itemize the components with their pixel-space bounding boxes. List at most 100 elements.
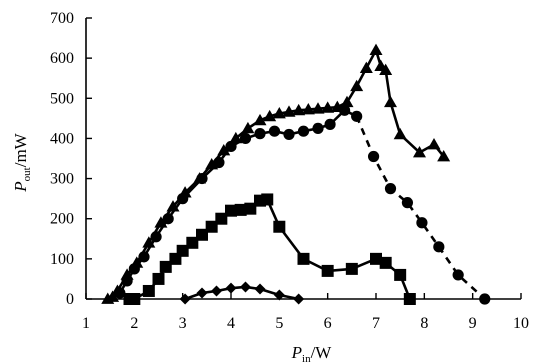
data-point-triangle xyxy=(292,103,306,116)
x-tick-label: 4 xyxy=(227,315,235,332)
data-point-circle xyxy=(225,140,237,153)
data-point-circle xyxy=(121,275,133,287)
data-point-square xyxy=(196,228,208,241)
data-point-square xyxy=(159,260,172,273)
data-point-triangle xyxy=(427,137,441,150)
y-tick-label: 700 xyxy=(50,10,74,27)
y-tick-label: 500 xyxy=(50,90,74,107)
data-point-circle xyxy=(351,110,363,122)
data-point-diamond xyxy=(240,281,251,293)
data-point-square xyxy=(403,293,416,305)
data-point-square xyxy=(394,268,407,281)
data-point-square xyxy=(273,220,286,233)
data-point-triangle xyxy=(272,107,286,119)
data-point-square xyxy=(234,203,247,216)
data-point-triangle xyxy=(106,290,120,302)
data-point-circle xyxy=(162,213,174,225)
data-point-triangle xyxy=(350,79,364,92)
ticks: 0 100 200 300 400 500 600 700 1 2 3 4 5 6 7 8 9 10 xyxy=(50,10,529,332)
x-tick-label: 3 xyxy=(179,315,187,332)
axis-titles: Pin/W Pout/mW xyxy=(11,132,332,364)
series-circle-dashed-line xyxy=(355,115,486,300)
data-point-diamond xyxy=(293,293,305,305)
data-point-circle xyxy=(177,193,189,205)
data-point-circle xyxy=(384,183,397,195)
data-point-circle xyxy=(114,287,126,299)
data-point-triangle xyxy=(413,145,426,158)
data-point-circle xyxy=(128,263,140,275)
data-point-square xyxy=(244,202,257,215)
data-point-triangle xyxy=(384,95,397,108)
data-point-diamond xyxy=(273,289,285,301)
data-point-square xyxy=(152,272,165,285)
data-point-triangle xyxy=(379,63,393,76)
series-markers xyxy=(101,43,491,305)
y-tick-label: 300 xyxy=(50,171,74,188)
data-point-triangle xyxy=(253,113,267,126)
data-point-triangle xyxy=(166,200,180,212)
data-point-triangle xyxy=(301,103,315,115)
x-tick-label: 6 xyxy=(324,315,332,332)
data-point-triangle xyxy=(241,121,255,134)
data-point-circle xyxy=(433,241,445,253)
data-point-triangle xyxy=(311,102,325,114)
data-point-circle xyxy=(268,125,281,137)
data-point-triangle xyxy=(340,95,354,108)
data-point-diamond xyxy=(179,293,191,305)
data-point-square xyxy=(379,256,392,269)
data-point-circle xyxy=(239,132,252,145)
data-point-triangle xyxy=(217,143,231,156)
x-tick-label: 1 xyxy=(82,315,90,332)
data-point-circle xyxy=(213,156,225,169)
data-point-circle xyxy=(254,128,266,140)
x-tick-label: 10 xyxy=(513,315,529,332)
data-point-triangle xyxy=(142,236,156,248)
data-point-triangle xyxy=(321,101,335,113)
y-tick-label: 400 xyxy=(50,130,74,147)
data-point-triangle xyxy=(359,61,373,74)
data-point-square xyxy=(345,262,358,275)
data-point-circle xyxy=(338,104,351,116)
data-point-circle xyxy=(479,293,491,305)
data-point-circle xyxy=(367,150,380,163)
data-point-square xyxy=(176,244,189,257)
data-point-circle xyxy=(401,197,414,209)
x-tick-label: 7 xyxy=(372,315,380,332)
data-point-circle xyxy=(452,269,464,281)
data-point-triangle xyxy=(229,131,243,144)
data-point-square xyxy=(225,204,237,217)
data-point-triangle xyxy=(369,43,383,55)
data-point-circle xyxy=(416,217,428,229)
data-point-square xyxy=(261,193,274,206)
data-point-diamond xyxy=(254,283,266,295)
data-point-triangle xyxy=(393,127,407,140)
data-point-triangle xyxy=(205,158,219,170)
data-point-triangle xyxy=(437,149,451,162)
data-point-square xyxy=(128,293,141,305)
data-point-square xyxy=(215,212,228,225)
data-point-circle xyxy=(283,128,295,141)
x-tick-label: 9 xyxy=(469,315,477,332)
data-point-square xyxy=(205,220,218,233)
y-tick-label: 100 xyxy=(50,251,74,268)
x-tick-label: 8 xyxy=(420,315,428,332)
data-point-diamond xyxy=(225,282,237,294)
series-triangle-line xyxy=(107,48,445,301)
y-tick-label: 600 xyxy=(50,50,74,67)
data-point-diamond xyxy=(196,287,208,299)
data-point-circle xyxy=(324,118,336,130)
data-point-triangle xyxy=(282,105,296,117)
data-point-square xyxy=(297,252,310,265)
x-tick-label: 2 xyxy=(130,315,138,332)
data-point-circle xyxy=(196,172,208,185)
y-tick-label: 200 xyxy=(50,211,74,228)
data-point-triangle xyxy=(154,216,168,228)
data-point-circle xyxy=(150,231,162,243)
data-point-circle xyxy=(138,251,150,263)
x-tick-label: 5 xyxy=(275,315,283,332)
y-axis-title: Pout/mW xyxy=(11,132,33,192)
y-tick-label: 0 xyxy=(66,291,74,308)
x-axis-title: Pin/W xyxy=(291,343,333,364)
data-point-square xyxy=(370,252,382,265)
